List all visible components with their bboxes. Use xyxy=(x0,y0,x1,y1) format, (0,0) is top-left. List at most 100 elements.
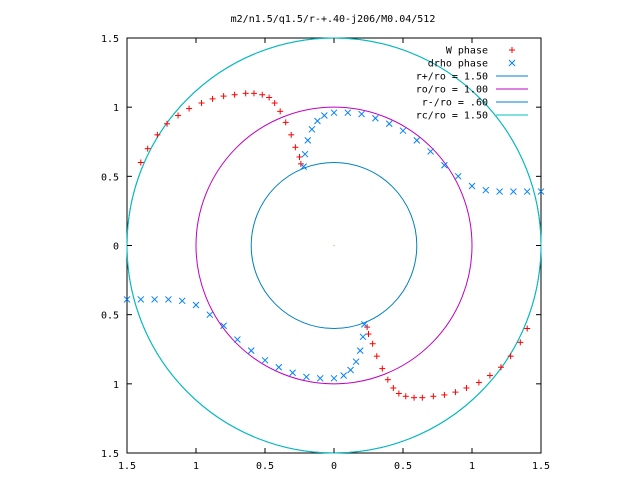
chart-title: m2/n1.5/q1.5/r-+.40-j206/M0.04/512 xyxy=(231,14,436,25)
w-phase-point xyxy=(250,90,257,97)
center-point xyxy=(333,244,335,247)
drho-phase-point xyxy=(344,109,352,117)
drho-phase-point xyxy=(314,117,321,125)
w-phase-point xyxy=(517,339,524,346)
w-phase-point xyxy=(242,90,249,97)
w-phase-point xyxy=(277,108,284,115)
drho-phase-point xyxy=(413,137,421,144)
ticks-layer: 1.5 1 0.5 0 0.5 1 1.51.510.500.511.5 xyxy=(101,34,550,472)
legend-label: W phase xyxy=(446,46,488,57)
drho-phase-point xyxy=(454,172,462,180)
drho-phase-point xyxy=(304,137,312,144)
w-phase-point xyxy=(390,384,397,391)
w-phase-point xyxy=(395,390,402,397)
legend-entry: ro/ro = 1.00 xyxy=(416,85,528,96)
drho-phase-point xyxy=(137,296,145,303)
drho-phase-point xyxy=(320,112,328,119)
w-phase-point xyxy=(259,91,266,98)
y-tick-label: 1.5 xyxy=(101,449,119,460)
drho-phase-point xyxy=(316,374,324,382)
legend-label: r+/ro = 1.50 xyxy=(416,72,488,83)
drho-phase-point xyxy=(275,363,283,371)
drho-phase-point xyxy=(482,186,490,194)
drho-phase-point xyxy=(151,296,158,303)
w-phase-point xyxy=(154,131,161,138)
circle-2 xyxy=(250,162,418,329)
legend-label: drho phase xyxy=(428,59,488,70)
w-phase-point xyxy=(524,325,531,332)
w-phase-point xyxy=(288,131,295,138)
legend-entry: r+/ro = 1.50 xyxy=(416,72,528,83)
y-tick-label: 1.5 xyxy=(101,34,119,45)
circle-1 xyxy=(195,106,473,385)
drho-phase-point xyxy=(330,109,338,117)
drho-phase-point xyxy=(385,120,393,128)
drho-phase-point xyxy=(234,336,241,343)
drho-phase-point xyxy=(261,356,269,364)
drho-phase-point xyxy=(123,296,131,303)
drho-phase-point xyxy=(468,182,476,190)
drho-phase-point xyxy=(441,161,448,169)
w-phase-point xyxy=(379,365,386,372)
w-phase-point xyxy=(282,119,289,126)
drho-phase-point xyxy=(352,358,360,366)
w-phase-point xyxy=(266,94,273,101)
drho-phase-point xyxy=(356,347,364,354)
drho-phase-point xyxy=(178,297,186,305)
legend-label: ro/ro = 1.00 xyxy=(416,85,488,96)
x-tick-label: 1.5 xyxy=(118,461,136,472)
drho-phase-point xyxy=(399,127,407,135)
drho-phase-point xyxy=(247,347,255,354)
drho-phase-point xyxy=(192,301,200,309)
w-phase-point xyxy=(402,393,409,400)
w-phase-point xyxy=(497,364,504,371)
drho-phase-point xyxy=(537,188,545,195)
w-phase-point xyxy=(231,91,238,98)
w-phase-point xyxy=(430,393,437,400)
x-tick-label: 0 xyxy=(331,461,337,472)
drho-phase-point xyxy=(510,188,517,195)
w-phase-point xyxy=(296,153,303,160)
w-phase-point xyxy=(198,100,205,107)
legend-entry: r-/ro = .60 xyxy=(422,98,528,109)
drho-phase-point xyxy=(165,296,172,303)
x-tick-label: 1.5 xyxy=(532,461,550,472)
drho-phase-point xyxy=(303,373,310,381)
w-phase-point xyxy=(475,379,482,386)
w-phase-point xyxy=(419,394,426,401)
drho-phase-point xyxy=(330,374,338,382)
x-tick-label: 0.5 xyxy=(394,461,412,472)
x-tick-label: 1 xyxy=(193,461,199,472)
drho-phase-point xyxy=(496,188,503,195)
drho-phase-point xyxy=(347,366,354,374)
w-phase-point xyxy=(144,145,151,152)
legend-entry: drho phase xyxy=(428,59,516,70)
w-phase-point xyxy=(271,100,278,107)
drho-phase-point xyxy=(358,110,365,118)
w-phase-point xyxy=(292,144,299,151)
drho-phase-point xyxy=(372,114,379,122)
w-phase-point xyxy=(175,112,182,119)
drho-phase-point xyxy=(359,333,367,341)
x-tick-label: 1 xyxy=(469,461,475,472)
w-phase-point xyxy=(369,340,376,347)
y-tick-label: 0.5 xyxy=(101,311,119,322)
drho-phase-point xyxy=(206,311,214,319)
w-phase-point xyxy=(452,389,459,396)
w-phase-point xyxy=(486,372,493,379)
w-phase-point xyxy=(411,394,418,401)
w-phase-point xyxy=(209,95,216,102)
w-phase-point xyxy=(373,353,380,360)
legend-entry: W phase xyxy=(446,46,515,57)
y-tick-label: 0.5 xyxy=(101,172,119,183)
w-phase-point xyxy=(463,384,470,391)
drho-phase-point xyxy=(289,369,296,377)
drho-phase-point xyxy=(340,372,348,379)
points-layer xyxy=(123,90,545,401)
legend-entry: rc/ro = 1.50 xyxy=(416,111,528,122)
w-phase-point xyxy=(164,120,171,127)
w-phase-point xyxy=(186,105,193,112)
y-tick-label: 1 xyxy=(113,380,119,391)
legend-label: rc/ro = 1.50 xyxy=(416,111,488,122)
